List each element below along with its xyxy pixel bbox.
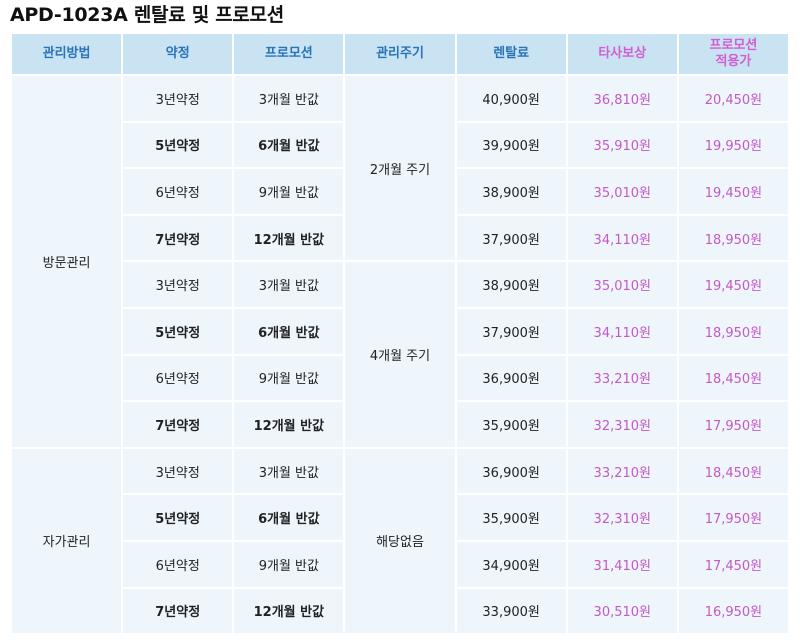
contract-cell: 7년약정	[123, 588, 233, 634]
promo-cell: 6개월 반값	[234, 308, 344, 354]
contract-cell: 5년약정	[123, 122, 233, 168]
promo-price-cell: 18,950원	[678, 215, 788, 261]
table-header-row: 관리방법 약정 프로모션 관리주기 렌탈료 타사보상 프로모션 적용가	[12, 34, 788, 74]
table-row: 방문관리 3년약정 3개월 반값 2개월 주기 40,900원 36,810원 …	[12, 76, 788, 447]
competitor-cell: 33,210원	[567, 355, 677, 401]
rental-price-table: 관리방법 약정 프로모션 관리주기 렌탈료 타사보상 프로모션 적용가 방문관리 …	[10, 32, 790, 635]
competitor-cell: 36,810원	[567, 76, 677, 121]
competitor-cell: 35,010원	[567, 169, 677, 214]
competitor-cell: 33,210원	[567, 448, 677, 494]
competitor-cell: 30,510원	[567, 588, 677, 634]
competitor-cell: 35,010원	[567, 262, 677, 307]
competitor-cell: 31,410원	[567, 541, 677, 587]
contract-cell: 3년약정	[123, 448, 233, 494]
table-row: 자가관리 3년약정 3개월 반값 해당없음 36,900원 33,210원 18…	[12, 448, 788, 634]
header-promo-price-line2: 적용가	[715, 54, 752, 69]
rental-cell: 38,900원	[456, 262, 566, 307]
competitor-cell: 34,110원	[567, 215, 677, 261]
rental-cell: 37,900원	[456, 308, 566, 354]
header-promo-price-line1: 프로모션	[709, 38, 758, 53]
method-cell: 자가관리	[12, 448, 122, 634]
table-row: 7년약정 12개월 반값 35,900원 32,310원 17,950원	[12, 402, 788, 447]
promo-cell: 12개월 반값	[234, 588, 344, 634]
rental-cell: 36,900원	[456, 448, 566, 494]
competitor-cell: 34,110원	[567, 308, 677, 354]
cycle-cell: 해당없음	[345, 448, 455, 634]
header-method: 관리방법	[12, 34, 122, 74]
contract-cell: 6년약정	[123, 355, 233, 401]
contract-cell: 3년약정	[123, 262, 233, 307]
promo-price-cell: 17,950원	[678, 402, 788, 447]
promo-price-cell: 18,450원	[678, 448, 788, 494]
promo-price-cell: 18,450원	[678, 355, 788, 401]
rental-cell: 37,900원	[456, 215, 566, 261]
competitor-cell: 32,310원	[567, 495, 677, 540]
contract-cell: 5년약정	[123, 308, 233, 354]
promo-cell: 9개월 반값	[234, 541, 344, 587]
promo-price-cell: 17,950원	[678, 495, 788, 540]
promo-cell: 9개월 반값	[234, 355, 344, 401]
rental-cell: 38,900원	[456, 169, 566, 214]
competitor-cell: 35,910원	[567, 122, 677, 168]
promo-price-cell: 16,950원	[678, 588, 788, 634]
header-competitor: 타사보상	[567, 34, 677, 74]
cycle-cell: 2개월 주기	[345, 76, 455, 261]
contract-cell: 6년약정	[123, 541, 233, 587]
rental-cell: 39,900원	[456, 122, 566, 168]
contract-cell: 5년약정	[123, 495, 233, 540]
table-row: 3년약정 3개월 반값 4개월 주기 38,900원 35,010원 19,45…	[12, 262, 788, 447]
promo-price-cell: 17,450원	[678, 541, 788, 587]
promo-cell: 6개월 반값	[234, 495, 344, 540]
header-contract: 약정	[123, 34, 233, 74]
promo-cell: 12개월 반값	[234, 215, 344, 261]
table-row: 6년약정 9개월 반값 36,900원 33,210원 18,450원	[12, 355, 788, 401]
header-promo-price: 프로모션 적용가	[678, 34, 788, 74]
promo-price-cell: 19,950원	[678, 122, 788, 168]
header-promo: 프로모션	[234, 34, 344, 74]
rental-cell: 34,900원	[456, 541, 566, 587]
promo-cell: 3개월 반값	[234, 76, 344, 121]
contract-cell: 7년약정	[123, 215, 233, 261]
promo-cell: 12개월 반값	[234, 402, 344, 447]
rental-cell: 33,900원	[456, 588, 566, 634]
promo-price-cell: 20,450원	[678, 76, 788, 121]
rental-cell: 40,900원	[456, 76, 566, 121]
table-row: 7년약정 12개월 반값 37,900원 34,110원 18,950원	[12, 215, 788, 261]
contract-cell: 7년약정	[123, 402, 233, 447]
contract-cell: 6년약정	[123, 169, 233, 214]
rental-cell: 35,900원	[456, 495, 566, 540]
rental-cell: 35,900원	[456, 402, 566, 447]
promo-price-cell: 18,950원	[678, 308, 788, 354]
table-row: 5년약정 6개월 반값 39,900원 35,910원 19,950원	[12, 122, 788, 168]
table-row: 5년약정 6개월 반값 37,900원 34,110원 18,950원	[12, 308, 788, 354]
promo-cell: 3개월 반값	[234, 262, 344, 307]
promo-price-cell: 19,450원	[678, 262, 788, 307]
promo-cell: 6개월 반값	[234, 122, 344, 168]
promo-cell: 9개월 반값	[234, 169, 344, 214]
header-cycle: 관리주기	[345, 34, 455, 74]
table-row: 6년약정 9개월 반값 34,900원 31,410원 17,450원	[12, 541, 788, 587]
table-row: 7년약정 12개월 반값 33,900원 30,510원 16,950원	[12, 588, 788, 634]
table-row: 6년약정 9개월 반값 38,900원 35,010원 19,450원	[12, 169, 788, 214]
page-title: APD-1023A 렌탈료 및 프로모션	[10, 4, 284, 26]
header-rental: 렌탈료	[456, 34, 566, 74]
table-row: 5년약정 6개월 반값 35,900원 32,310원 17,950원	[12, 495, 788, 540]
promo-price-cell: 19,450원	[678, 169, 788, 214]
promo-cell: 3개월 반값	[234, 448, 344, 494]
contract-cell: 3년약정	[123, 76, 233, 121]
competitor-cell: 32,310원	[567, 402, 677, 447]
method-cell: 방문관리	[12, 76, 122, 447]
cycle-cell: 4개월 주기	[345, 262, 455, 447]
rental-cell: 36,900원	[456, 355, 566, 401]
